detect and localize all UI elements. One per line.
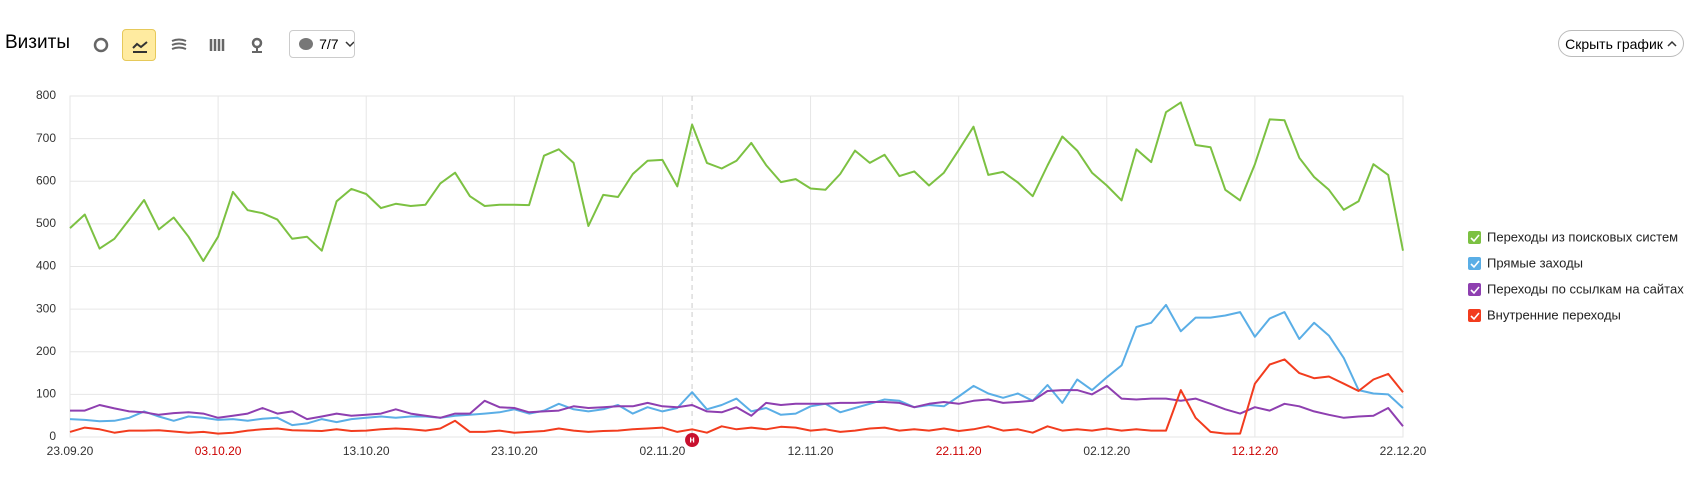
x-tick-label: 02.11.20: [640, 444, 686, 458]
series-line: [69, 358, 1404, 435]
event-marker-label: н: [689, 434, 694, 444]
map-view-button[interactable]: [240, 29, 274, 61]
plot-frame: [69, 95, 1404, 438]
y-tick-label: 400: [36, 259, 56, 273]
x-tick-label: 22.12.20: [1380, 444, 1427, 458]
legend-label: Переходы по ссылкам на сайтах: [1487, 281, 1684, 296]
y-tick-label: 0: [49, 429, 56, 443]
hide-chart-label: Скрыть график: [1565, 35, 1663, 52]
legend-check: [1470, 234, 1480, 243]
x-tick-label: 23.10.20: [491, 444, 538, 458]
x-tick-label: 03.10.20: [195, 444, 242, 458]
series-line: [69, 101, 1404, 262]
legend-check: [1470, 286, 1480, 295]
series-filter[interactable]: 7/7: [289, 30, 355, 58]
legend-checkbox: [1468, 231, 1481, 244]
legend-check: [1470, 260, 1480, 269]
area-view-button[interactable]: [162, 29, 196, 61]
y-tick-label: 800: [36, 88, 56, 102]
x-tick-label: 02.12.20: [1083, 444, 1130, 458]
pie-view-button[interactable]: [84, 29, 118, 61]
filter-label: 7/7: [319, 36, 339, 52]
line-view-button[interactable]: [122, 29, 156, 61]
bar-view-button[interactable]: [200, 29, 234, 61]
legend-label: Прямые заходы: [1487, 255, 1583, 270]
legend-label: Внутренние переходы: [1487, 307, 1621, 322]
section-title: Визиты: [5, 32, 70, 53]
x-tick-label: 13.10.20: [343, 444, 390, 458]
event-marker: [685, 433, 700, 447]
x-tick-label: 22.11.20: [936, 444, 982, 458]
hide-chart-button[interactable]: Скрыть график: [1558, 30, 1684, 57]
legend-label: Переходы из поисковых систем: [1487, 229, 1678, 244]
y-tick-label: 100: [36, 387, 56, 401]
y-tick-label: 700: [36, 131, 56, 145]
legend-checkbox: [1468, 283, 1481, 296]
legend-checkbox: [1468, 309, 1481, 322]
y-tick-label: 300: [36, 301, 56, 315]
y-tick-label: 200: [36, 344, 56, 358]
legend-check: [1470, 312, 1480, 321]
x-tick-label: 12.12.20: [1232, 444, 1279, 458]
y-tick-label: 500: [36, 216, 56, 230]
x-tick-label: 23.09.20: [47, 444, 94, 458]
legend-checkbox: [1468, 257, 1481, 270]
x-tick-label: 12.11.20: [788, 444, 834, 458]
y-tick-label: 600: [36, 173, 56, 187]
series-line: [69, 303, 1404, 427]
series-line: [70, 384, 1404, 427]
